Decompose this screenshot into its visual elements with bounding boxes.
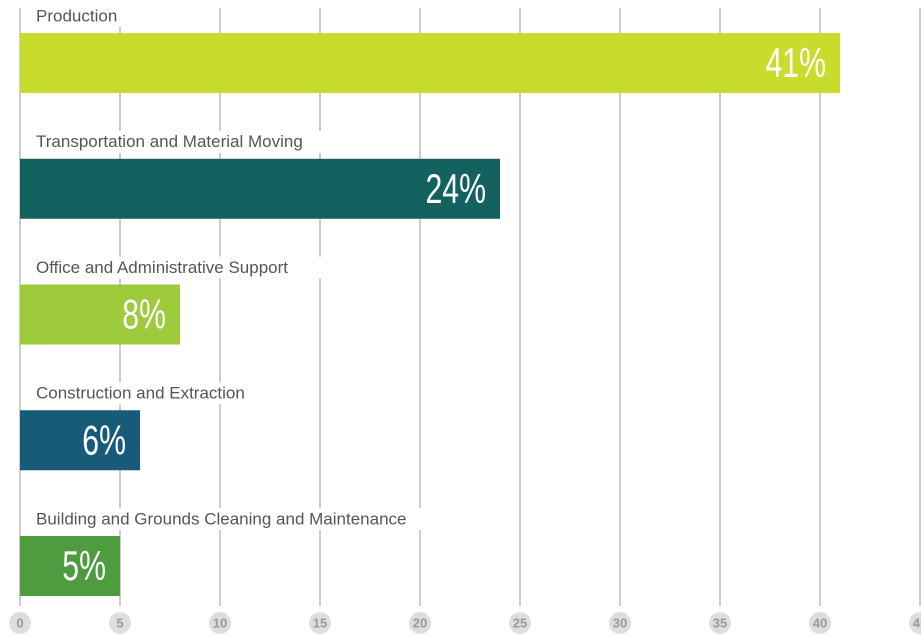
x-tick-label: 0 — [16, 615, 23, 630]
x-tick-label: 35 — [713, 615, 727, 630]
tick-badge — [109, 612, 131, 634]
tick-badge — [509, 612, 531, 634]
x-tick-label: 30 — [613, 615, 627, 630]
category-label-bg — [30, 5, 136, 27]
bar — [20, 158, 500, 219]
value-label: 24% — [425, 165, 486, 212]
x-tick-label: 20 — [413, 615, 427, 630]
x-tick-label: 25 — [513, 615, 527, 630]
bar — [20, 284, 180, 345]
x-tick-label: 15 — [313, 615, 327, 630]
category-label: Construction and Extraction — [36, 384, 245, 403]
category-label-bg — [30, 130, 367, 153]
tick-badge — [209, 612, 231, 634]
value-label: 41% — [765, 39, 826, 86]
x-tick-label: 40 — [813, 615, 827, 630]
bar — [20, 536, 120, 596]
x-tick-label: 45 — [913, 615, 921, 630]
category-label: Production — [36, 6, 117, 25]
tick-badge — [809, 612, 831, 634]
value-label: 6% — [82, 416, 126, 463]
tick-badge — [709, 612, 731, 634]
tick-badge — [409, 612, 431, 634]
bar — [20, 410, 140, 471]
category-label-bg — [30, 508, 472, 530]
tick-badge — [909, 612, 921, 634]
x-tick-label: 10 — [213, 615, 227, 630]
category-label-bg — [30, 256, 357, 279]
tick-badge — [9, 612, 31, 634]
x-tick-label: 5 — [116, 615, 123, 630]
tick-badge — [609, 612, 631, 634]
category-label: Building and Grounds Cleaning and Mainte… — [36, 509, 406, 528]
value-label: 5% — [62, 542, 106, 589]
tick-badge — [309, 612, 331, 634]
value-label: 8% — [122, 291, 166, 338]
category-label: Office and Administrative Support — [36, 258, 288, 277]
category-label-bg — [30, 382, 300, 405]
category-label: Transportation and Material Moving — [36, 132, 303, 151]
bar — [20, 33, 840, 93]
